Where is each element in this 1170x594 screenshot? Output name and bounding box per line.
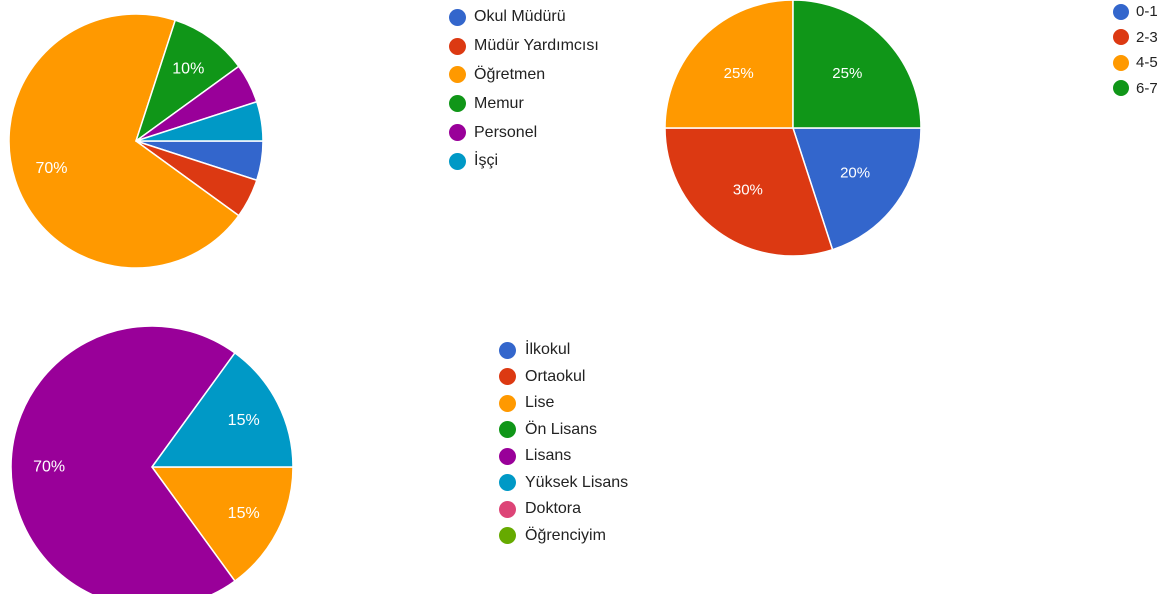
- legend-item-position-1: Müdür Yardımcısı: [449, 32, 599, 61]
- legend-item-education-1: Ortaokul: [499, 364, 628, 391]
- legend-swatch-education-0: [499, 341, 516, 359]
- legend-label-education-5: Yüksek Lisans: [525, 473, 629, 491]
- pie-data-label-years-3: 25%: [832, 65, 862, 82]
- legend-label-position-5: İşçi: [474, 152, 498, 170]
- legend-label-years-1: 2-3: [1136, 28, 1158, 46]
- pie-data-label-position-3: 10%: [172, 61, 204, 78]
- legend-swatch-position-1: [449, 37, 466, 55]
- legend-item-education-3: Ön Lisans: [499, 417, 628, 444]
- pie-slice-education-4: [10, 325, 236, 594]
- legend-label-education-6: Doktora: [525, 500, 582, 518]
- legend-item-education-7: Öğrenciyim: [499, 523, 628, 550]
- legend-label-years-2: 4-5: [1136, 54, 1158, 72]
- legend-swatch-education-2: [499, 394, 516, 412]
- legend-label-position-3: Memur: [474, 94, 524, 112]
- pie-slice-years-1: [664, 127, 834, 257]
- legend-label-education-4: Lisans: [525, 447, 572, 465]
- pie-chart-years: 20% 30% 25% 25%: [640, 0, 1170, 270]
- legend-label-years-3: 6-7: [1136, 79, 1158, 97]
- pie-data-label-years-1: 30%: [733, 182, 763, 199]
- pie-data-label-education-4: 70%: [33, 459, 65, 476]
- legend-swatch-education-5: [499, 474, 516, 492]
- legend-swatch-position-0: [449, 8, 466, 26]
- legend-swatch-position-5: [449, 152, 466, 170]
- legend-label-years-0: 0-1: [1136, 3, 1158, 21]
- legend-label-position-1: Müdür Yardımcısı: [474, 37, 599, 55]
- legend-label-education-7: Öğrenciyim: [525, 526, 606, 544]
- legend-swatch-years-1: [1113, 29, 1129, 46]
- legend-item-position-5: İşçi: [449, 147, 599, 176]
- pie-slice-education-5: [151, 352, 294, 468]
- legend-item-years-2: 4-5: [1113, 50, 1158, 76]
- pie-slice-years-0: [792, 127, 922, 251]
- legend-item-position-2: Öğretmen: [449, 61, 599, 90]
- legend-swatch-years-3: [1113, 80, 1129, 97]
- pie-data-label-years-0: 20%: [840, 165, 870, 182]
- legend-item-years-1: 2-3: [1113, 25, 1158, 51]
- pie-chart-education-svg: 15% 70% 15%: [10, 325, 294, 594]
- legend-swatch-position-4: [449, 124, 466, 142]
- legend-label-education-1: Ortaokul: [525, 367, 586, 385]
- legend-item-position-3: Memur: [449, 89, 599, 118]
- pie-chart-education: 15% 70% 15%: [0, 325, 680, 594]
- pie-chart-position: 70% 10%: [0, 0, 420, 290]
- pie-data-label-education-5: 15%: [228, 412, 260, 429]
- legend-item-position-0: Okul Müdürü: [449, 3, 599, 32]
- legend-swatch-education-4: [499, 447, 516, 465]
- pie-slice-position-2: [8, 13, 240, 269]
- pie-slice-years-2: [664, 0, 794, 129]
- legend-years: 0-1 2-3 4-5 6-7: [1113, 0, 1158, 101]
- legend-item-years-3: 6-7: [1113, 76, 1158, 102]
- pie-chart-position-svg: 70% 10%: [8, 13, 264, 269]
- legend-label-education-3: Ön Lisans: [525, 420, 598, 438]
- legend-swatch-education-3: [499, 421, 516, 439]
- legend-swatch-years-0: [1113, 3, 1129, 20]
- legend-label-position-0: Okul Müdürü: [474, 8, 566, 26]
- pie-slice-education-2: [151, 466, 294, 582]
- legend-swatch-position-2: [449, 66, 466, 84]
- legend-label-position-2: Öğretmen: [474, 65, 546, 83]
- legend-item-education-0: İlkokul: [499, 337, 628, 364]
- legend-label-education-0: İlkokul: [525, 341, 571, 359]
- pie-data-label-years-2: 25%: [724, 65, 754, 82]
- legend-swatch-years-2: [1113, 54, 1129, 71]
- legend-item-education-2: Lise: [499, 390, 628, 417]
- pie-slice-years-3: [792, 0, 922, 129]
- legend-label-position-4: Personel: [474, 123, 538, 141]
- legend-swatch-education-7: [499, 527, 516, 545]
- pie-data-label-position-2: 70%: [35, 160, 67, 177]
- pie-data-label-education-2: 15%: [228, 505, 260, 522]
- legend-label-education-2: Lise: [525, 394, 555, 412]
- legend-swatch-education-6: [499, 500, 516, 518]
- legend-item-years-0: 0-1: [1113, 0, 1158, 25]
- legend-position: Okul Müdürü Müdür Yardımcısı Öğretmen Memur…: [449, 3, 599, 176]
- legend-item-education-6: Doktora: [499, 496, 628, 523]
- legend-item-education-5: Yüksek Lisans: [499, 470, 628, 497]
- pie-slice-position-3: [135, 19, 240, 142]
- legend-education: İlkokul Ortaokul Lise Ön Lisans Lisans Yüksek…: [499, 337, 628, 549]
- legend-swatch-education-1: [499, 368, 516, 386]
- legend-item-position-4: Personel: [449, 118, 599, 147]
- legend-item-education-4: Lisans: [499, 443, 628, 470]
- pie-chart-years-svg: 20% 30% 25% 25%: [664, 0, 922, 257]
- legend-swatch-position-3: [449, 95, 466, 113]
- pie-slice-position-5: [135, 101, 264, 142]
